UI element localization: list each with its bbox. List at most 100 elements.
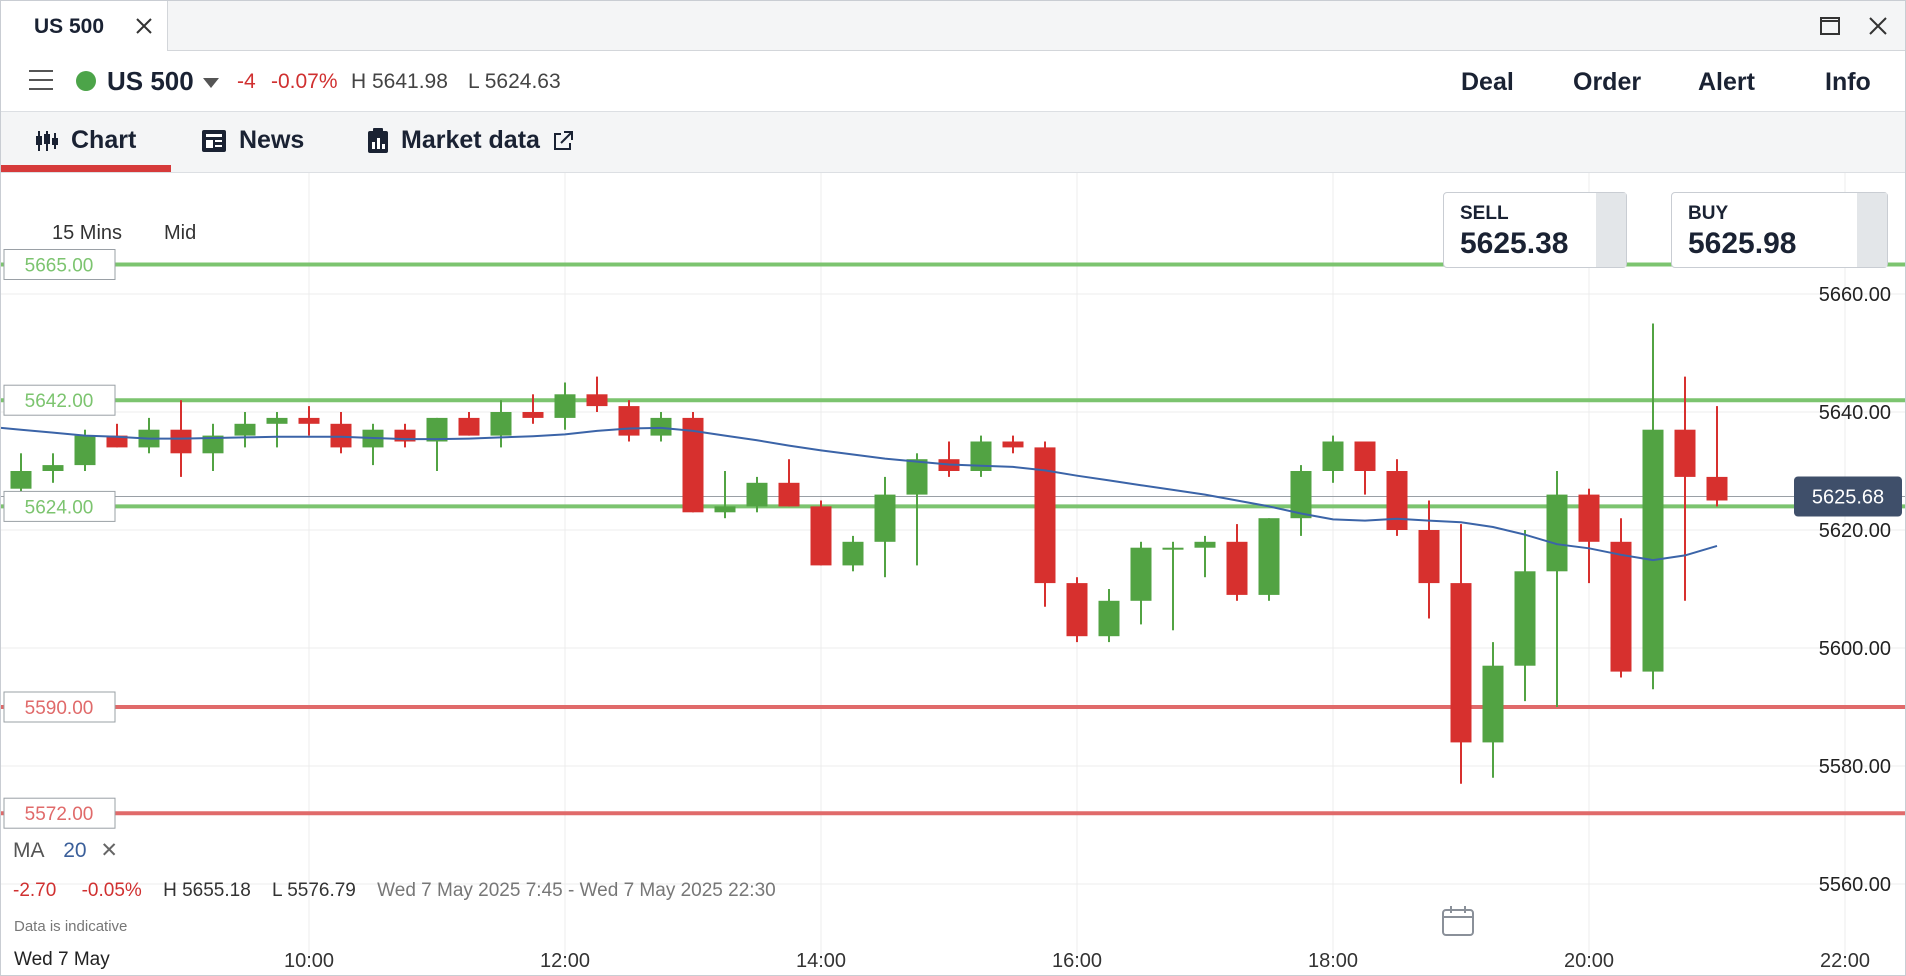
header-high: H 5641.98 <box>351 70 448 93</box>
candle-body <box>1322 441 1344 471</box>
x-tick-label: 18:00 <box>1308 950 1358 972</box>
date-label: Wed 7 May <box>14 949 110 970</box>
candle-body <box>10 471 32 489</box>
candle-body <box>650 417 672 436</box>
price-type-selector[interactable]: Mid <box>164 222 197 244</box>
summary-low: L 5576.79 <box>272 880 356 901</box>
candle-body <box>1194 541 1216 548</box>
ma-line <box>1 426 1718 562</box>
candle-body <box>234 423 256 436</box>
header-change: -4 <box>237 70 256 93</box>
indicator-name: MA <box>13 839 44 862</box>
maximize-icon[interactable] <box>1815 11 1845 41</box>
candle-body <box>906 459 928 495</box>
market-name[interactable]: US 500 <box>107 66 194 96</box>
tab-market-data-label: Market data <box>401 126 540 154</box>
candle-body <box>74 435 96 466</box>
y-tick-label: 5660.00 <box>1819 284 1891 306</box>
x-tick-label: 22:00 <box>1820 950 1870 972</box>
candle-body <box>426 417 448 442</box>
level-label: 5665.00 <box>25 256 94 277</box>
candle-body <box>1066 583 1088 637</box>
alert-button[interactable]: Alert <box>1698 68 1755 96</box>
candle-body <box>874 494 896 542</box>
buy-button[interactable]: BUY 5625.98 <box>1671 192 1888 268</box>
candle-body <box>1706 476 1728 501</box>
candle-body <box>1162 547 1184 550</box>
candle-body <box>554 394 576 418</box>
x-tick-label: 10:00 <box>284 950 334 972</box>
data-note: Data is indicative <box>14 918 128 935</box>
candle-body <box>1354 441 1376 471</box>
clipboard-chart-icon <box>368 127 388 153</box>
candle-body <box>42 465 64 471</box>
buy-label: BUY <box>1688 203 1729 224</box>
info-button[interactable]: Info <box>1825 68 1871 96</box>
y-tick-label: 5620.00 <box>1819 520 1891 542</box>
candle-body <box>746 482 768 507</box>
chevron-down-icon[interactable] <box>203 78 219 88</box>
summary-range: Wed 7 May 2025 7:45 - Wed 7 May 2025 22:… <box>377 880 776 901</box>
candle-body <box>1482 665 1504 743</box>
tab-chart-label: Chart <box>71 126 137 154</box>
close-tab-icon[interactable] <box>135 14 153 42</box>
candle-body <box>842 541 864 566</box>
sell-label: SELL <box>1460 203 1509 224</box>
candle-body <box>1546 494 1568 572</box>
summary-change: -2.70 <box>13 880 57 901</box>
window-tab-us500[interactable]: US 500 <box>1 1 168 51</box>
candle-body <box>1610 541 1632 672</box>
menu-icon[interactable] <box>29 70 53 92</box>
remove-indicator-icon[interactable]: ✕ <box>100 839 118 862</box>
candle-body <box>1674 429 1696 477</box>
current-price-tag <box>1794 476 1902 517</box>
buy-strip <box>1857 193 1887 267</box>
header-change-pct: -0.07% <box>271 70 338 93</box>
candle-body <box>1034 447 1056 584</box>
deal-button[interactable]: Deal <box>1461 68 1514 96</box>
tab-market-data[interactable]: Market data <box>367 126 574 155</box>
x-tick-label: 12:00 <box>540 950 590 972</box>
header-low: L 5624.63 <box>468 70 561 93</box>
external-link-icon[interactable] <box>552 130 574 152</box>
candle-body <box>298 417 320 424</box>
candle-body <box>202 435 224 454</box>
view-tabs: Chart News Market data <box>1 112 1905 173</box>
window-tab-title: US 500 <box>34 15 105 38</box>
summary-change-pct: -0.05% <box>81 880 142 901</box>
tab-news-label: News <box>239 126 305 154</box>
current-price-label: 5625.68 <box>1812 486 1884 508</box>
summary-high: H 5655.18 <box>163 880 251 901</box>
level-label-box <box>3 249 116 280</box>
x-tick-label: 20:00 <box>1564 950 1614 972</box>
candle-body <box>522 412 544 418</box>
price-chart[interactable]: 5660.00 5640.00 5620.00 5600.00 5580.00 5560.… <box>1 173 1905 975</box>
window-tab-bar: US 500 <box>1 1 1905 51</box>
level-label: 5624.00 <box>25 497 94 518</box>
candle-body <box>970 441 992 471</box>
y-tick-label: 5600.00 <box>1819 638 1891 660</box>
level-label: 5590.00 <box>25 698 94 719</box>
candle-body <box>714 506 736 513</box>
order-button[interactable]: Order <box>1573 68 1642 96</box>
calendar-icon[interactable] <box>1441 905 1475 942</box>
tab-chart[interactable]: Chart <box>35 126 136 155</box>
sell-button[interactable]: SELL 5625.38 <box>1443 192 1627 268</box>
y-tick-label: 5640.00 <box>1819 402 1891 424</box>
candle-body <box>1130 547 1152 601</box>
indicator-period[interactable]: 20 <box>63 839 87 862</box>
market-toolbar: US 500 -4 -0.07% H 5641.98 L 5624.63 Dea… <box>1 51 1905 112</box>
tab-news[interactable]: News <box>201 126 304 155</box>
summary-row: -2.70 -0.05% H 5655.18 L 5576.79 Wed 7 M… <box>13 880 776 902</box>
candle-body <box>1290 471 1312 519</box>
candlestick-icon <box>36 130 58 151</box>
candle-body <box>1226 541 1248 595</box>
candle-body <box>1386 471 1408 530</box>
active-tab-indicator <box>1 165 171 172</box>
close-window-icon[interactable] <box>1863 11 1893 41</box>
x-tick-label: 16:00 <box>1052 950 1102 972</box>
interval-selector[interactable]: 15 Mins <box>52 222 123 244</box>
candle-body <box>1098 600 1120 637</box>
level-label-box <box>3 691 116 723</box>
